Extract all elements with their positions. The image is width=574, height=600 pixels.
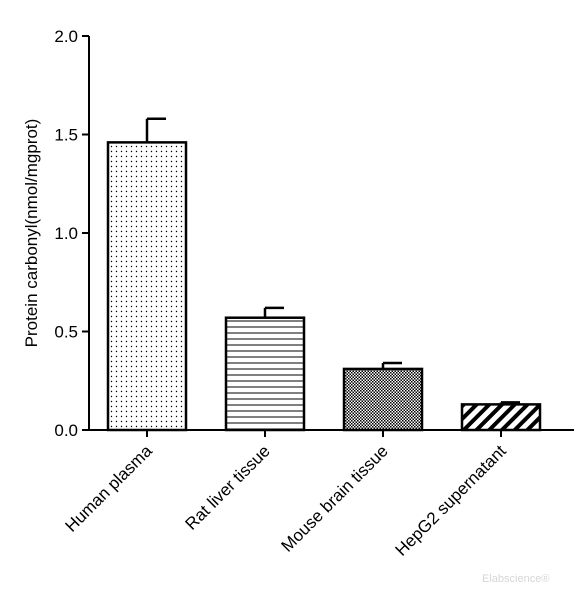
y-tick-label: 2.0 [54,27,78,46]
y-axis-label: Protein carbonyl(nmol/mgprot) [22,119,41,348]
x-tick-label-3: HepG2 supernatant [391,441,510,560]
bars [106,141,542,432]
watermark: Elabscience® [482,573,549,585]
x-tick-label-1: Rat liver tissue [182,441,274,533]
y-tick-label: 1.5 [54,126,78,145]
bar-0 [106,141,188,432]
y-tick-label: 1.0 [54,224,78,243]
x-tick-label-0: Human plasma [62,441,157,536]
bar-2 [342,367,424,432]
x-tick-label-2: Mouse brain tissue [277,441,391,555]
bar-3 [460,403,542,432]
error-bars [145,117,520,405]
y-tick-label: 0.5 [54,323,78,342]
bar-1 [224,316,306,432]
x-tick-labels: Human plasma Rat liver tissue Mouse brain … [62,441,510,560]
y-tick-label: 0.0 [54,421,78,440]
y-axis: 0.0 0.5 1.0 1.5 2.0 [54,27,90,440]
